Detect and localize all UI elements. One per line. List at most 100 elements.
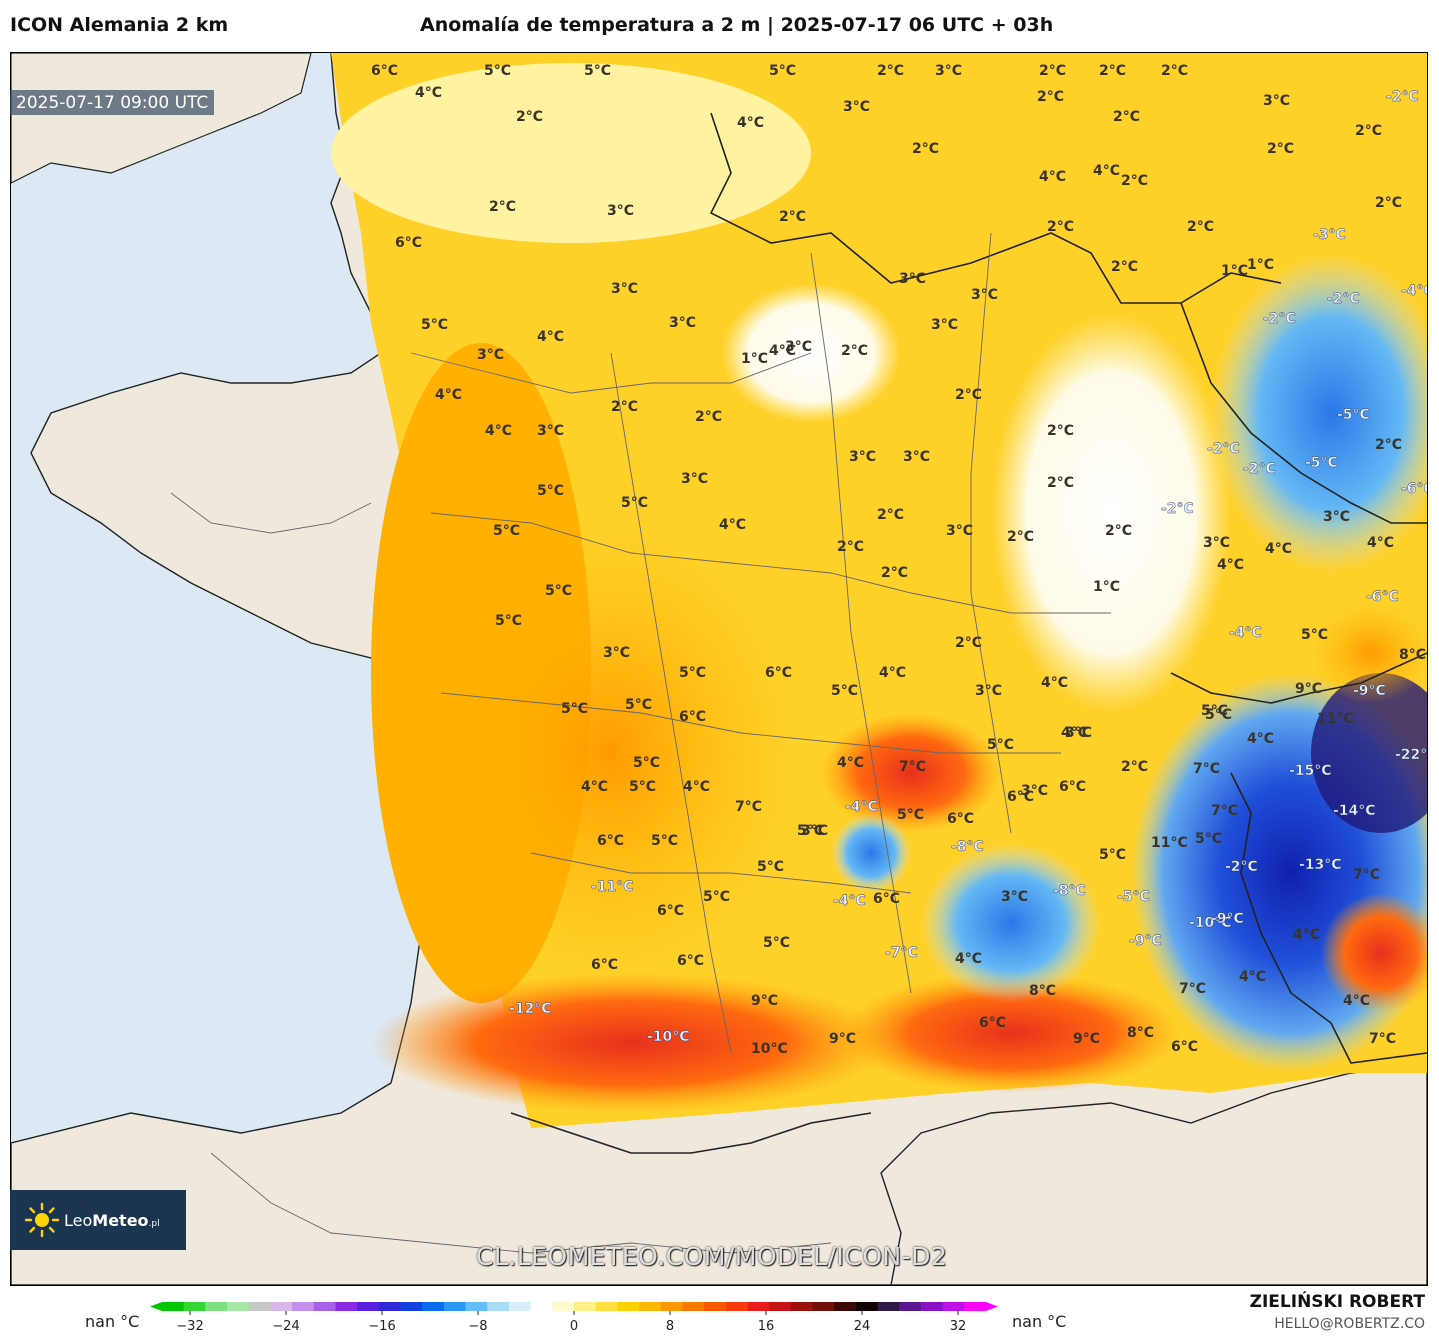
temperature-label: -10°C [647,1029,690,1045]
temperature-label: 11°C [1151,835,1188,851]
colorbar-tick-label: −24 [272,1319,299,1334]
temperature-label: 2°C [1355,123,1382,139]
anomaly-cell [921,843,1101,1003]
anomaly-cell [1321,893,1427,1013]
temperature-label: 6°C [947,811,974,827]
temperature-label: -4°C [1401,283,1427,299]
temperature-label: 2°C [1037,89,1064,105]
temperature-label: 2°C [1039,63,1066,79]
temperature-label: 5°C [495,613,522,629]
temperature-label: 3°C [801,823,828,839]
colorbar-swatch [162,1302,185,1311]
temperature-label: 5°C [493,523,520,539]
colorbar-swatch [227,1302,250,1311]
temperature-label: 2°C [611,399,638,415]
temperature-label: 2°C [1161,63,1188,79]
temperature-label: 7°C [1193,761,1220,777]
colorbar-swatch [877,1302,900,1311]
colorbar-max-label: nan °C [1012,1312,1067,1331]
temperature-label: 2°C [1121,173,1148,189]
temperature-label: -5°C [1117,889,1150,905]
colorbar-swatch [313,1302,337,1311]
temperature-label: 3°C [1065,725,1092,741]
temperature-label: 7°C [1353,867,1380,883]
colorbar-tick-label: 32 [950,1319,967,1334]
temperature-label: 6°C [1171,1039,1198,1055]
temperature-label: 6°C [657,903,684,919]
colorbar-swatch [942,1302,965,1311]
temperature-label: 11°C [1317,711,1354,727]
temperature-label: 3°C [843,99,870,115]
temperature-label: 7°C [1179,981,1206,997]
temperature-label: 9°C [1295,681,1322,697]
colorbar-swatch [790,1302,814,1311]
temperature-label: 2°C [1047,475,1074,491]
region-borders [170,232,1111,1254]
colorbar-swatch [855,1302,879,1311]
temperature-label: 2°C [881,565,908,581]
land-mass [11,53,312,184]
temperature-label: 3°C [611,281,638,297]
colorbar-swatch [248,1302,272,1311]
temperature-label: 5°C [1195,831,1222,847]
anomaly-cell [821,713,1001,833]
temperature-label: -2°C [1161,501,1194,517]
temperature-label: 2°C [695,409,722,425]
temperature-label: 5°C [757,859,784,875]
temperature-label: 3°C [935,63,962,79]
chart-title: Anomalía de temperatura a 2 m | 2025-07-… [420,14,1054,36]
temperature-label: 2°C [1111,259,1138,275]
temperature-label: -10°C [1189,915,1232,931]
anomaly-cell [991,313,1231,713]
colorbar-swatch [617,1302,640,1311]
temperature-label: 4°C [719,517,746,533]
temperature-label: 7°C [735,799,762,815]
colorbar-tick-label: 8 [666,1319,674,1334]
colorbar-swatch [552,1302,575,1311]
temperature-label: 5°C [831,683,858,699]
temperature-label: 2°C [1047,219,1074,235]
map-panel: 6°C 4°C 5°C 5°C 2°C 5°C 2°C 3°C 2°C 2°C 2°C 3°C -2°C… [10,52,1428,1286]
temperature-label: 6°C [679,709,706,725]
temperature-label: 5°C [629,779,656,795]
temperature-label: 3°C [607,203,634,219]
temperature-label: 3°C [1203,535,1230,551]
temperature-label: 3°C [1001,889,1028,905]
temperature-label: 5°C [1099,847,1126,863]
anomaly-cell [831,813,911,893]
temperature-label: 4°C [1367,535,1394,551]
temperature-label: 5°C [621,495,648,511]
temperature-label: 2°C [1047,423,1074,439]
temperature-label: -8°C [951,839,984,855]
source-watermark: CL.LEOMETEO.COM/MODEL/ICON-D2 [476,1242,948,1271]
temperature-label: 2°C [877,507,904,523]
temperature-label: 4°C [1217,557,1244,573]
temperature-label: 9°C [1073,1031,1100,1047]
temperature-label: 1°C [1221,263,1248,279]
temperature-label: -22°C [1395,747,1427,763]
colorbar-swatch [443,1302,467,1311]
temperature-label: 5°C [651,833,678,849]
temperature-label: -11°C [591,879,634,895]
anomaly-cell [331,63,811,243]
temperature-label: 9°C [829,1031,856,1047]
colorbar-swatch [704,1302,727,1311]
temperature-label: -4°C [1229,625,1262,641]
temperature-label: 3°C [975,683,1002,699]
colorbar-swatch [660,1302,684,1311]
temperature-label: 2°C [955,635,982,651]
temperature-label: 4°C [1061,725,1088,741]
temperature-label: 7°C [1211,803,1238,819]
temperature-label: 2°C [1375,195,1402,211]
temperature-label: 6°C [873,891,900,907]
leometeo-logo: LeoMeteo.pl [10,1190,186,1250]
temperature-label: -3°C [1313,227,1346,243]
map-canvas: 6°C 4°C 5°C 5°C 2°C 5°C 2°C 3°C 2°C 2°C 2°C 3°C -2°C… [11,53,1427,1285]
temperature-label: 4°C [1247,731,1274,747]
temperature-label: 3°C [785,339,812,355]
anomaly-cell [371,973,891,1113]
temperature-label: 10°C [751,1041,788,1057]
temperature-label: 3°C [1323,509,1350,525]
valid-time-badge: 2025-07-17 09:00 UTC [10,90,215,115]
temperature-label: 4°C [955,951,982,967]
